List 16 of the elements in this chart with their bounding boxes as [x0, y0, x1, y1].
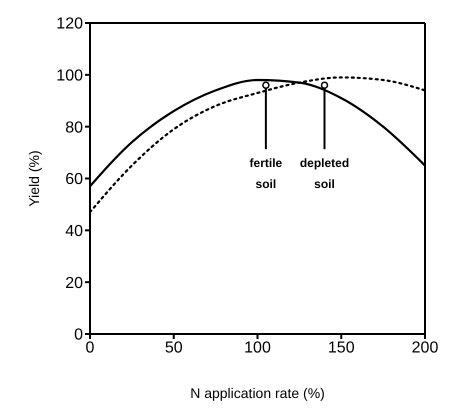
y-tick-label: 100: [56, 68, 84, 85]
x-tick-label: 150: [328, 339, 355, 356]
y-tick-label: 120: [56, 16, 84, 33]
y-tick-label: 40: [65, 223, 84, 240]
y-axis-title: Yield (%): [26, 150, 42, 207]
x-tick-label: 0: [86, 339, 95, 356]
x-axis-title: N application rate (%): [190, 385, 325, 401]
annotation: fertile soil: [250, 156, 283, 192]
y-tick-label: 20: [65, 274, 84, 292]
y-tick-label: 80: [65, 119, 84, 136]
y-tick-label: 60: [65, 171, 84, 188]
y-tick-label: 0: [74, 326, 84, 344]
annotation: depleted soil: [300, 156, 350, 192]
x-tick-label: 50: [164, 339, 183, 356]
x-tick-label: 200: [412, 339, 438, 356]
x-tick-label: 100: [244, 339, 271, 356]
